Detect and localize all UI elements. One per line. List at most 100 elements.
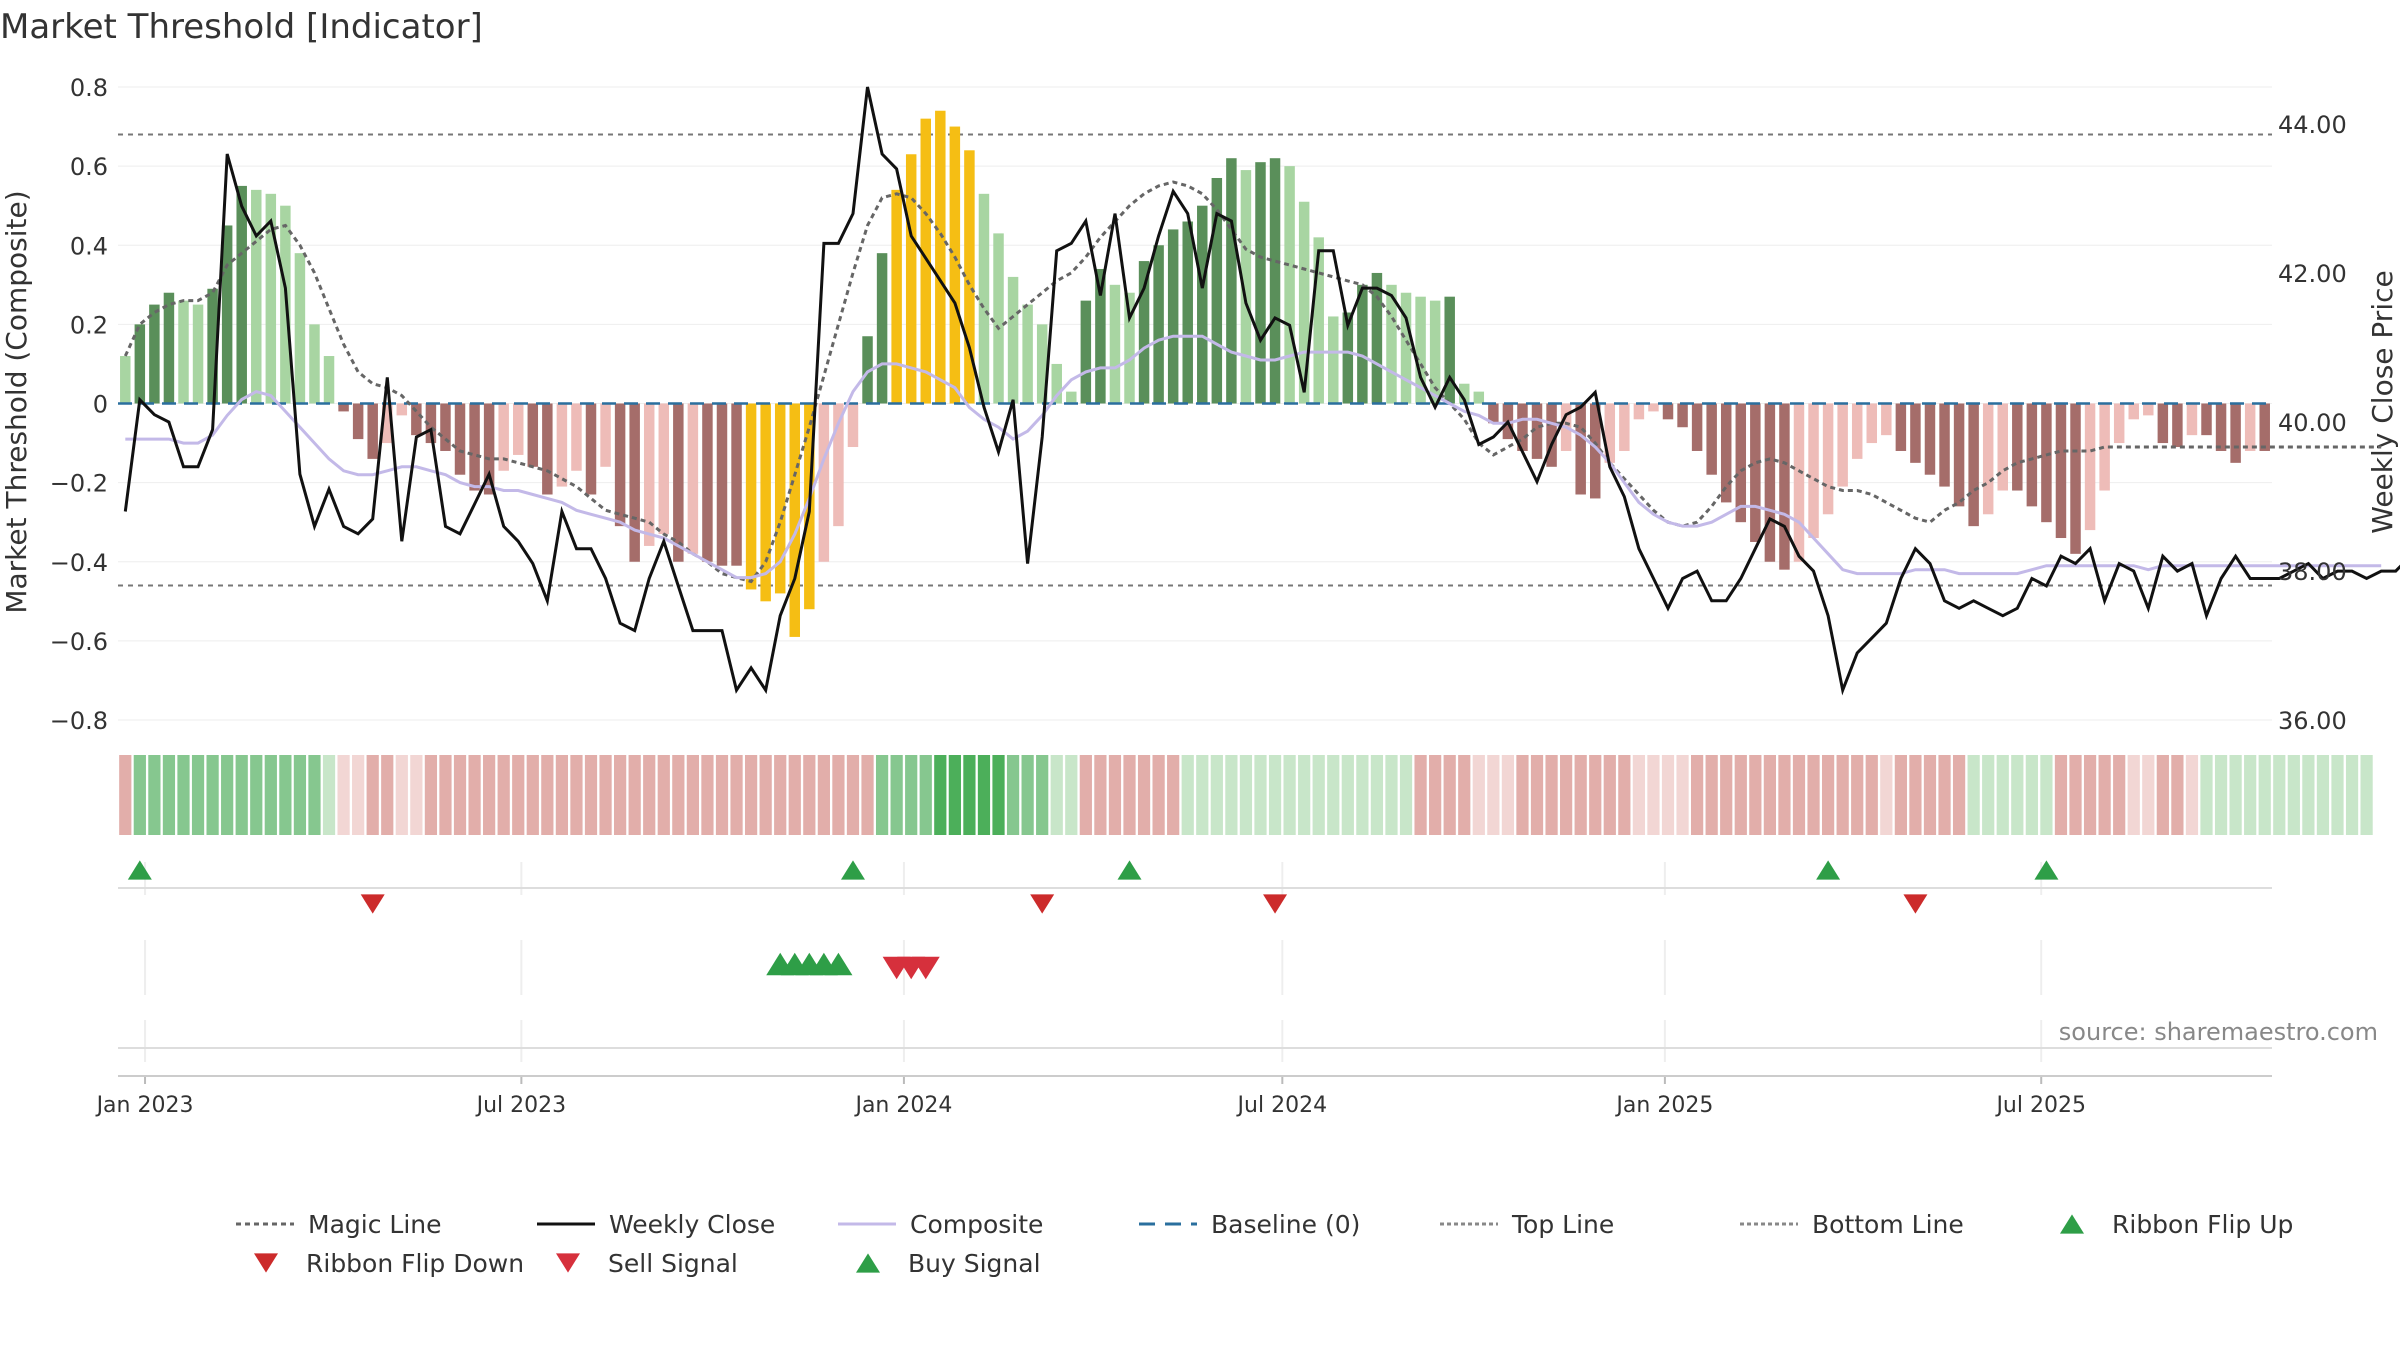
ribbon-segment — [1356, 755, 1369, 835]
composite-bar — [1866, 403, 1878, 444]
composite-bar — [1400, 292, 1412, 404]
composite-bar — [614, 403, 626, 527]
signal-panels — [118, 860, 2272, 1062]
x-tick-label: Jan 2025 — [1614, 1093, 1713, 1118]
composite-bar — [1953, 403, 1965, 507]
composite-bar — [178, 300, 189, 404]
composite-bar — [120, 356, 131, 404]
legend-label: Ribbon Flip Up — [2112, 1210, 2293, 1239]
ribbon-segment — [2316, 755, 2330, 835]
composite-bar — [1735, 403, 1747, 523]
y-tick-label: −0.2 — [50, 470, 108, 498]
composite-bar — [1924, 403, 1936, 475]
magic-line — [123, 180, 2382, 584]
ribbon-segment — [1167, 755, 1180, 835]
ribbon-segment — [1487, 755, 1500, 835]
ribbon-segment — [366, 755, 379, 835]
y-tick-label: 0.8 — [70, 74, 108, 102]
y-tick-label: 0.4 — [70, 232, 108, 260]
composite-bar — [2186, 403, 2198, 436]
ribbon-segment — [1676, 755, 1689, 835]
ribbon-segment — [1778, 755, 1791, 835]
composite-bar — [2041, 403, 2052, 523]
ribbon-segment — [1720, 755, 1733, 835]
composite-bar — [454, 403, 466, 475]
composite-bar — [149, 304, 160, 404]
ribbon-segment — [614, 755, 627, 835]
legend-label: Composite — [910, 1210, 1043, 1239]
ribbon-segment — [599, 755, 612, 835]
ribbon-segment — [439, 755, 452, 835]
ribbon-segment — [2302, 755, 2315, 835]
ribbon-segment — [541, 755, 554, 835]
composite-bar — [469, 403, 480, 491]
composite-bar — [265, 193, 277, 404]
composite-bar — [1153, 245, 1164, 404]
composite-bar — [1007, 276, 1019, 404]
ribbon-segment — [1836, 755, 1849, 835]
composite-bar — [585, 403, 597, 495]
ribbon-segment — [1123, 755, 1136, 835]
composite-bar — [658, 403, 670, 535]
composite-bar — [1109, 284, 1121, 404]
composite-bar — [2128, 403, 2139, 420]
ribbon-flip-up-marker — [1816, 860, 1841, 880]
ribbon-segment — [788, 755, 801, 835]
composite-bar — [338, 403, 349, 412]
ribbon-segment — [1268, 755, 1282, 835]
legend-label: Weekly Close — [609, 1210, 775, 1239]
ribbon-segment — [395, 755, 408, 835]
composite-bar — [673, 403, 684, 562]
composite-bar — [367, 403, 378, 459]
ribbon-segment — [1982, 755, 1995, 835]
ribbon-segment — [1880, 755, 1893, 835]
y-tick-label: −0.4 — [50, 549, 108, 577]
composite-bar — [498, 403, 509, 471]
composite-bar — [425, 403, 437, 444]
ribbon-flip-down-marker — [1030, 894, 1055, 914]
composite-bar — [935, 110, 946, 404]
ribbon-segment — [1560, 755, 1573, 835]
ribbon-segment — [1923, 755, 1937, 835]
ribbon-segment — [2214, 755, 2228, 835]
composite-bar — [1255, 162, 1266, 404]
composite-bar — [1677, 403, 1688, 428]
ribbon-segment — [832, 755, 845, 835]
ribbon-segment — [1938, 755, 1951, 835]
x-tick-label: Jul 2025 — [1994, 1093, 2086, 1118]
ribbon-segment — [497, 755, 510, 835]
composite-bar — [1066, 391, 1077, 404]
composite-bar — [1837, 403, 1848, 487]
ribbon-segment — [1763, 755, 1776, 835]
ribbon-segment — [2345, 755, 2359, 835]
ribbon-flip-down-marker — [1263, 894, 1288, 914]
legend-swatch — [856, 1253, 880, 1273]
composite-bar — [760, 403, 771, 602]
composite-bar — [1604, 403, 1616, 463]
composite-bar — [1706, 403, 1717, 475]
y2-tick-label: 38.00 — [2278, 558, 2347, 586]
composite-bar — [2143, 403, 2154, 416]
composite-bar — [163, 292, 175, 404]
composite-bar — [396, 403, 408, 416]
ribbon-segment — [701, 755, 714, 835]
ribbon-segment — [2244, 755, 2257, 835]
ribbon-segment — [1865, 755, 1878, 835]
x-tick-label: Jul 2023 — [475, 1093, 567, 1118]
composite-bar — [1575, 403, 1586, 495]
composite-bar — [1691, 403, 1703, 451]
ribbon-segment — [1254, 755, 1267, 835]
ribbon-segment — [1094, 755, 1107, 835]
ribbon-segment — [1589, 755, 1602, 835]
composite-bar — [2012, 403, 2023, 491]
ribbon-segment — [1705, 755, 1718, 835]
ribbon-flip-up-marker — [1117, 860, 1142, 880]
source-credit: source: sharemaestro.com — [2059, 1018, 2378, 1046]
composite-bar — [1182, 221, 1193, 404]
composite-bar — [1386, 284, 1397, 404]
ribbon-segment — [1225, 755, 1238, 835]
ribbon-segment — [1006, 755, 1020, 835]
composite-bar — [1211, 177, 1223, 404]
ribbon-segment — [643, 755, 656, 835]
